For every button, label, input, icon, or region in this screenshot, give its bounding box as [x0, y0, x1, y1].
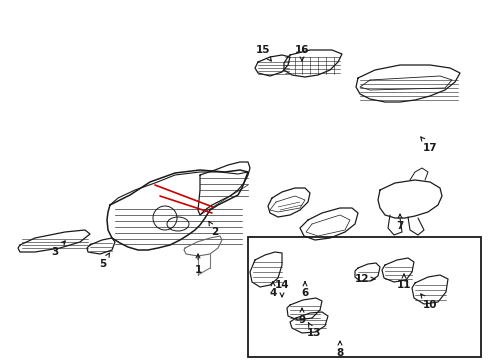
Text: 2: 2: [208, 221, 218, 237]
Text: 7: 7: [395, 214, 403, 231]
Text: 15: 15: [255, 45, 271, 61]
Text: 16: 16: [294, 45, 308, 61]
Text: 4: 4: [269, 282, 276, 298]
Text: 13: 13: [306, 323, 321, 338]
Text: 1: 1: [194, 254, 201, 275]
Text: 11: 11: [396, 274, 410, 290]
Text: 17: 17: [420, 137, 436, 153]
Text: 10: 10: [420, 294, 436, 310]
Text: 9: 9: [298, 308, 305, 325]
Text: 6: 6: [301, 282, 308, 298]
Text: 5: 5: [99, 253, 109, 269]
Text: 12: 12: [354, 274, 374, 284]
Text: 3: 3: [51, 241, 65, 257]
Text: 14: 14: [274, 280, 289, 297]
Bar: [247, 237, 480, 357]
Text: 8: 8: [336, 341, 343, 358]
